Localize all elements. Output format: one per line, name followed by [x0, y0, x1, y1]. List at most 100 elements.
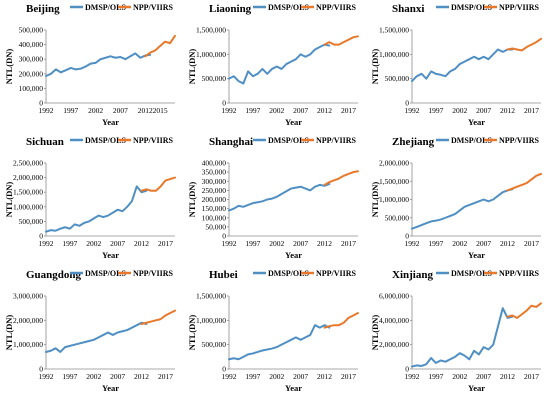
x-tick-label: 1992 — [39, 106, 54, 115]
x-tick-label: 2012 — [317, 372, 332, 381]
x-tick-label: 2002 — [452, 239, 467, 248]
legend-label-dmsp: DMSP/OLS — [268, 3, 309, 12]
x-tick-label: 2015 — [153, 106, 168, 115]
x-tick-label: 1992 — [222, 106, 237, 115]
y-tick-label: 100,000 — [19, 84, 44, 93]
y-tick-label: 2,000,000 — [379, 340, 409, 349]
y-tick-label: 200,000 — [202, 195, 227, 204]
chart-title: Hubei — [209, 269, 238, 281]
series-line-npp — [506, 302, 542, 319]
y-tick-label: 300,000 — [202, 177, 227, 186]
x-tick-label: 2007 — [476, 106, 491, 115]
y-tick-label: 0 — [222, 232, 226, 241]
legend-label-npp: NPP/VIIRS — [133, 3, 174, 12]
series-line-npp — [323, 312, 359, 329]
x-tick-label: 2012 — [134, 372, 149, 381]
y-tick-label: 1,500,000 — [379, 26, 409, 35]
legend-label-npp: NPP/VIIRS — [316, 136, 357, 145]
series-line-npp — [323, 35, 359, 46]
x-axis-title: Year — [102, 250, 119, 260]
chart-title: Zhejiang — [392, 136, 435, 148]
chart-title: Xinjiang — [392, 269, 433, 281]
x-tick-label: 2002 — [269, 106, 284, 115]
legend-label-dmsp: DMSP/OLS — [268, 269, 309, 278]
series-line-dmsp — [45, 52, 152, 77]
y-axis-title: NTL(DN) — [4, 182, 14, 218]
y-tick-label: 500,000 — [202, 340, 227, 349]
x-axis-title: Year — [468, 250, 485, 260]
x-tick-label: 2002 — [86, 372, 101, 381]
chart-title: Shanxi — [392, 3, 424, 15]
x-tick-label: 2002 — [452, 106, 467, 115]
y-axis-title: NTL(DN) — [187, 49, 197, 85]
y-axis-title: NTL(DN) — [187, 182, 197, 218]
y-tick-label: 1,500,000 — [196, 26, 226, 35]
legend-label-npp: NPP/VIIRS — [499, 3, 540, 12]
y-tick-label: 2,000,000 — [13, 316, 43, 325]
chart-panel: Liaoning DMSP/OLS NPP/VIIRS 0 500,000 1,000,0… — [187, 3, 359, 127]
x-tick-label: 2017 — [341, 106, 356, 115]
y-tick-label: 0 — [39, 365, 43, 374]
series-line-dmsp — [411, 188, 514, 230]
chart-title: Sichuan — [26, 136, 64, 148]
x-tick-label: 2012 — [317, 239, 332, 248]
x-tick-label: 2017 — [524, 372, 539, 381]
chart-panel: Shanxi DMSP/OLS NPP/VIIRS 0 500,000 1,000,000… — [370, 3, 542, 127]
y-tick-label: 1,000,000 — [13, 340, 43, 349]
x-tick-label: 1992 — [222, 239, 237, 248]
series-line-npp — [140, 176, 176, 192]
y-tick-label: 1,000,000 — [196, 316, 226, 325]
series-line-dmsp — [45, 185, 148, 233]
x-axis-title: Year — [285, 250, 302, 260]
chart-panel: Hubei DMSP/OLS NPP/VIIRS 0 500,000 1,000,000 1… — [187, 269, 359, 393]
x-axis-title: Year — [285, 117, 302, 127]
y-tick-label: 50,000 — [205, 222, 226, 231]
y-tick-label: 500,000 — [202, 74, 227, 83]
y-tick-label: 1,000,000 — [379, 50, 409, 59]
legend-label-dmsp: DMSP/OLS — [268, 136, 309, 145]
y-axis-title: NTL(DN) — [370, 182, 380, 218]
y-tick-label: 6,000,000 — [379, 292, 409, 301]
chart-title: Shanghai — [209, 136, 253, 148]
y-tick-label: 0 — [405, 232, 409, 241]
series-line-dmsp — [45, 321, 148, 353]
y-tick-label: 250,000 — [202, 186, 227, 195]
x-tick-label: 1997 — [62, 372, 77, 381]
chart-panel: Zhejiang DMSP/OLS NPP/VIIRS 0 500,000 1,000,0… — [370, 136, 542, 260]
chart-title: Beijing — [26, 3, 60, 15]
x-tick-label: 2007 — [293, 372, 308, 381]
y-tick-label: 0 — [405, 365, 409, 374]
y-tick-label: 150,000 — [202, 204, 227, 213]
x-axis-title: Year — [468, 117, 485, 127]
x-tick-label: 1997 — [245, 372, 260, 381]
chart-panel: Shanghai DMSP/OLS NPP/VIIRS050,000100,0001… — [187, 136, 359, 260]
y-tick-label: 350,000 — [202, 168, 227, 177]
legend-label-npp: NPP/VIIRS — [499, 136, 540, 145]
x-tick-label: 1992 — [405, 106, 420, 115]
x-tick-label: 1997 — [245, 239, 260, 248]
y-tick-label: 1,500,000 — [379, 177, 409, 186]
x-tick-label: 1997 — [428, 106, 443, 115]
y-tick-label: 400,000 — [19, 40, 44, 49]
y-axis-title: NTL(DN) — [4, 315, 14, 351]
legend-label-npp: NPP/VIIRS — [316, 3, 357, 12]
y-tick-label: 0 — [39, 99, 43, 108]
y-axis-title: NTL(DN) — [4, 49, 14, 85]
x-tick-label: 2007 — [293, 239, 308, 248]
series-line-dmsp — [228, 324, 331, 361]
series-line-npp — [506, 172, 542, 192]
series-line-npp — [323, 170, 359, 186]
x-tick-label: 1992 — [405, 239, 420, 248]
x-tick-label: 2017 — [158, 372, 173, 381]
legend-label-npp: NPP/VIIRS — [133, 269, 174, 278]
x-axis-title: Year — [102, 117, 119, 127]
y-tick-label: 2,000,000 — [379, 159, 409, 168]
x-tick-label: 2012 — [138, 106, 153, 115]
x-tick-label: 2012 — [317, 106, 332, 115]
x-tick-label: 2012 — [134, 239, 149, 248]
y-tick-label: 3,000,000 — [13, 292, 43, 301]
x-tick-label: 2002 — [86, 239, 101, 248]
x-tick-label: 2017 — [524, 106, 539, 115]
legend-label-npp: NPP/VIIRS — [133, 136, 174, 145]
